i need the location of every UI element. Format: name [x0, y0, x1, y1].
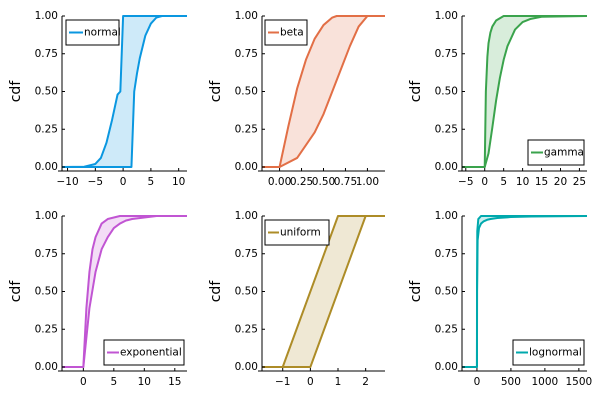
y-tick-label: 1.00: [435, 210, 458, 222]
y-tick-label: 0.75: [35, 48, 58, 60]
series-upper-line: [262, 15, 385, 168]
y-tick-label: 0.50: [435, 286, 458, 298]
x-tick-label: 5: [500, 176, 507, 188]
y-tick-label: 0.25: [435, 323, 458, 335]
x-tick-label: 500: [501, 376, 521, 388]
subplot-uniform: cdf 0.00 0.25 0.50 0.75 1.00 −1 0 1 2 uniform: [208, 210, 385, 388]
x-tick-label: 1500: [565, 376, 592, 388]
y-tick-label: 0.50: [435, 86, 458, 98]
series-lower-line: [61, 15, 187, 168]
y-tick-label: 1.00: [35, 10, 58, 22]
x-tick-label: 15: [535, 176, 548, 188]
y-tick-label: 0.50: [35, 86, 58, 98]
y-tick-label: 0.75: [235, 48, 258, 60]
y-tick-label: 0.25: [435, 123, 458, 135]
series-upper-line: [62, 215, 187, 368]
x-tick-label: −5: [88, 176, 103, 188]
y-tick-label: 0.50: [235, 86, 258, 98]
band-exponential: [62, 216, 187, 367]
y-axis-title: cdf: [8, 80, 24, 103]
series-upper-line: [462, 215, 588, 368]
legend: exponential: [103, 339, 185, 366]
x-tick-label: 5: [110, 376, 117, 388]
y-axis-title: cdf: [208, 80, 224, 103]
legend: lognormal: [512, 339, 585, 366]
x-tick-label: 20: [554, 176, 567, 188]
legend: uniform: [264, 219, 330, 246]
x-tick-label: 25: [573, 176, 586, 188]
x-tick-label: 0: [80, 376, 87, 388]
series-lower-line: [262, 15, 385, 168]
x-tick-label: 1: [335, 376, 342, 388]
x-tick-label: 0: [481, 176, 488, 188]
y-tick-label: 0.50: [35, 286, 58, 298]
x-tick-label: 10: [516, 176, 529, 188]
subplot-exponential: cdf 0.00 0.25 0.50 0.75 1.00 0 5 10 15 exponential: [8, 210, 187, 388]
y-tick-label: 0.75: [435, 248, 458, 260]
legend: gamma: [527, 139, 585, 166]
legend-label: lognormal: [529, 347, 582, 359]
legend-label: normal: [84, 27, 121, 39]
band-beta: [262, 16, 385, 167]
y-tick-label: 0.25: [35, 123, 58, 135]
y-tick-label: 0.75: [35, 248, 58, 260]
y-tick-label: 0.00: [235, 361, 258, 373]
y-axis-title: cdf: [408, 80, 424, 103]
x-tick-label: 0.50: [312, 176, 335, 188]
y-tick-label: 0.25: [35, 323, 58, 335]
y-tick-label: 1.00: [235, 210, 258, 222]
x-tick-label: 10: [172, 176, 185, 188]
band-normal: [62, 16, 187, 167]
x-tick-label: 2: [362, 376, 369, 388]
y-axis-title: cdf: [8, 280, 24, 303]
x-tick-label: 0: [307, 376, 314, 388]
band-uniform: [262, 216, 385, 367]
x-tick-label: 0.25: [290, 176, 313, 188]
legend-label: exponential: [120, 347, 182, 359]
subplot-normal: cdf 0.00 0.25 0.50 0.75 1.00 −10 −5 0 5 10 normal: [8, 10, 187, 188]
y-tick-label: 1.00: [235, 10, 258, 22]
y-tick-label: 0.25: [235, 323, 258, 335]
x-tick-label: −1: [275, 376, 290, 388]
y-tick-label: 0.00: [235, 161, 258, 173]
y-tick-label: 0.00: [435, 161, 458, 173]
legend: beta: [264, 19, 308, 46]
band-gamma: [462, 16, 587, 167]
x-tick-label: −5: [458, 176, 473, 188]
y-tick-label: 1.00: [435, 10, 458, 22]
y-tick-label: 0.00: [35, 161, 58, 173]
x-tick-label: 0.75: [334, 176, 357, 188]
series-lower-line: [62, 215, 187, 368]
series-lower-line: [462, 15, 587, 168]
y-tick-label: 0.50: [235, 286, 258, 298]
subplot-lognormal: cdf 0.00 0.25 0.50 0.75 1.00 0 500 1000 1500 logno…: [408, 210, 592, 388]
legend-label: uniform: [280, 227, 321, 239]
y-tick-label: 0.25: [235, 123, 258, 135]
series-upper-line: [262, 215, 385, 368]
x-tick-label: 10: [138, 376, 151, 388]
x-tick-label: 5: [148, 176, 155, 188]
y-tick-label: 0.75: [435, 48, 458, 60]
x-tick-label: 0.00: [268, 176, 291, 188]
series-upper-line: [62, 15, 187, 168]
x-tick-label: 0: [474, 376, 481, 388]
legend-label: gamma: [544, 147, 584, 159]
series-upper-line: [462, 15, 588, 168]
x-tick-label: 1.00: [356, 176, 379, 188]
y-tick-label: 0.75: [235, 248, 258, 260]
y-tick-label: 0.00: [435, 361, 458, 373]
x-tick-label: 1000: [532, 376, 559, 388]
y-axis-title: cdf: [208, 280, 224, 303]
legend-label: beta: [280, 27, 304, 39]
subplot-beta: cdf0.000.250.500.751.000.000.250.500.751…: [208, 10, 385, 188]
legend: normal: [65, 19, 121, 46]
y-tick-label: 1.00: [35, 210, 58, 222]
x-tick-label: −10: [56, 176, 78, 188]
x-tick-label: 15: [168, 376, 181, 388]
subplot-gamma: cdf 0.00 0.25 0.50 0.75 1.00 −5 0 5 10 15 20 25 gamma: [408, 10, 588, 188]
y-tick-label: 0.00: [35, 361, 58, 373]
x-tick-label: 0: [120, 176, 127, 188]
y-axis-title: cdf: [408, 280, 424, 303]
